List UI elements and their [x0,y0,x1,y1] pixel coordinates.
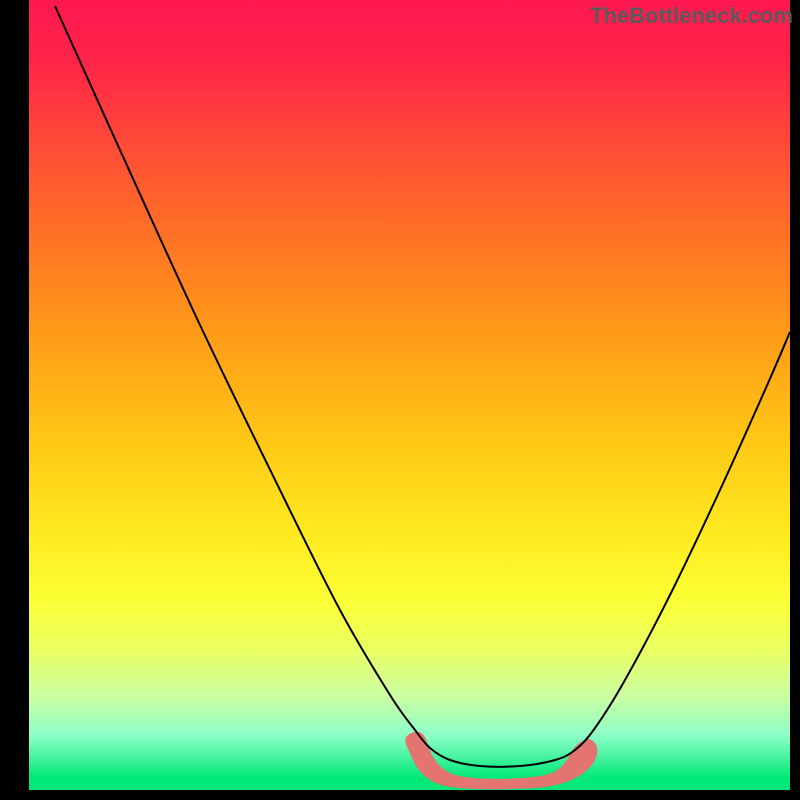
chart-canvas: TheBottleneck.com [0,0,800,800]
watermark-text: TheBottleneck.com [590,3,793,29]
border-bottom [0,790,800,800]
valley-highlight-dot [581,739,595,753]
border-right [790,0,800,800]
chart-svg [0,0,800,800]
gradient-background [29,0,790,790]
border-left [0,0,29,800]
